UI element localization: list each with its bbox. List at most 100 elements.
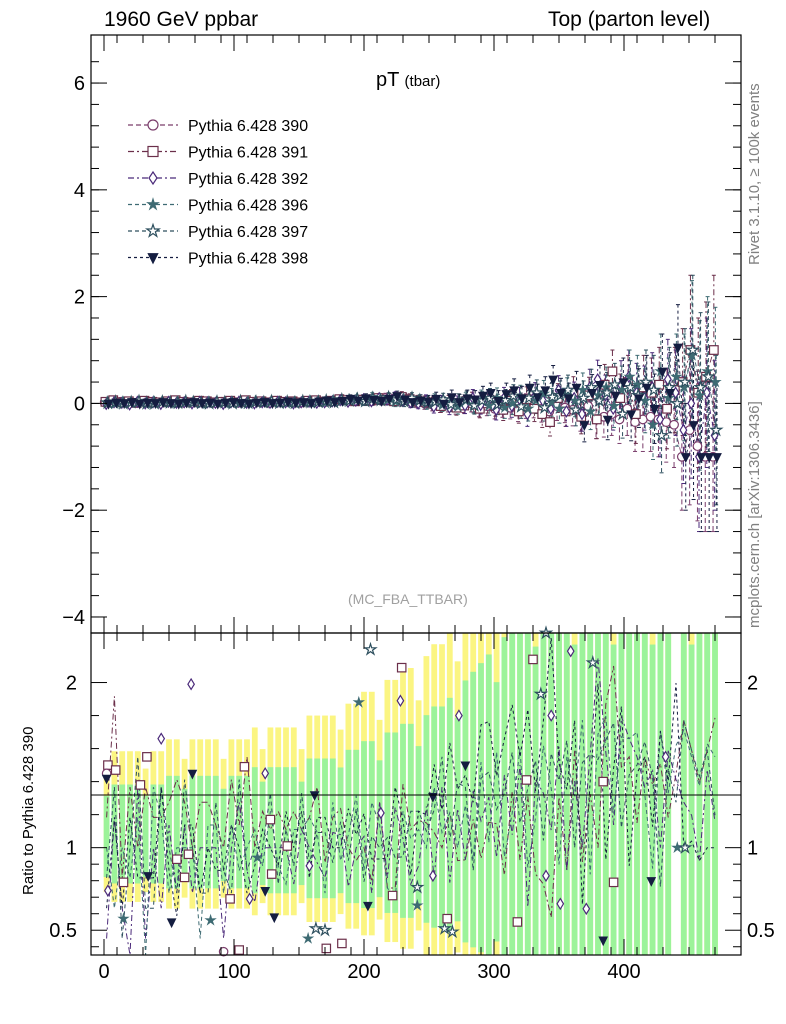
y-tick-label: −4: [62, 607, 85, 629]
ratio-point: [363, 901, 373, 912]
ratio-point: [396, 694, 405, 708]
legend-marker: [146, 197, 160, 211]
ratio-point: [598, 936, 609, 947]
ratio-band-inner: [431, 706, 438, 928]
ratio-band-inner: [634, 633, 640, 955]
ratio-band-inner: [657, 633, 664, 955]
data-point: [423, 397, 434, 408]
legend-marker: [147, 253, 159, 265]
ratio-point: [585, 654, 601, 669]
ratio-point: [266, 869, 277, 879]
y-tick-label: 4: [74, 180, 85, 202]
data-point: [710, 429, 719, 442]
ratio-band-inner: [602, 633, 609, 955]
legend-label: Pythia 6.428 392: [188, 171, 308, 188]
ratio-band-inner: [111, 784, 118, 884]
ratio-band-inner: [314, 758, 321, 899]
data-point: [119, 399, 130, 410]
ratio-band-inner: [595, 633, 601, 955]
ratio-point: [396, 662, 407, 673]
data-point: [618, 378, 629, 389]
ratio-band-inner: [423, 715, 430, 923]
x-tick-label: 300: [477, 961, 510, 983]
ratio-band-inner: [493, 682, 500, 942]
data-point: [548, 375, 559, 386]
ratio-band-inner: [173, 775, 180, 889]
data-point: [376, 397, 387, 407]
legend-label: Pythia 6.428 398: [188, 251, 308, 268]
data-point: [693, 388, 707, 401]
ratio-point: [187, 769, 198, 780]
data-point: [306, 399, 317, 410]
data-point: [524, 383, 535, 394]
ratio-line-5: [106, 638, 715, 916]
data-point: [708, 345, 719, 355]
data-point: [646, 382, 662, 397]
ratio-point: [428, 869, 437, 883]
data-point: [563, 394, 574, 405]
ratio-band-inner: [501, 637, 508, 955]
ratio-point: [582, 902, 591, 916]
ratio-band-inner: [166, 775, 172, 889]
data-point: [275, 398, 286, 409]
data-point: [314, 397, 325, 408]
data-point: [322, 396, 332, 407]
ratio-point: [301, 931, 315, 944]
data-point: [669, 419, 679, 430]
data-point: [623, 379, 638, 394]
data-point: [634, 394, 644, 405]
chart-title: pT (tbar): [376, 69, 440, 91]
data-point: [290, 398, 301, 409]
ratio-band-inner: [306, 758, 313, 899]
data-point: [158, 398, 169, 409]
data-point: [696, 453, 707, 463]
ratio-tick-label-left: 2: [66, 673, 77, 695]
ratio-point: [305, 859, 314, 873]
ratio-band-inner: [688, 644, 695, 955]
y-tick-label: 2: [74, 287, 85, 309]
ratio-band-inner: [259, 781, 266, 886]
x-tick-label: 0: [98, 961, 109, 983]
ratio-band-inner: [361, 741, 367, 909]
ratio-point: [454, 709, 463, 722]
data-point: [181, 398, 192, 409]
ratio-point: [110, 765, 121, 775]
ratio-band-inner: [384, 732, 391, 913]
data-point: [236, 399, 247, 410]
ratio-line-4: [106, 720, 716, 939]
ratio-point: [646, 877, 657, 887]
ratio-band-inner: [236, 775, 243, 889]
ratio-series-lines: [106, 638, 716, 956]
data-point: [392, 392, 403, 403]
x-tick-label: 400: [607, 961, 640, 983]
ratio-point: [282, 841, 293, 851]
data-point: [228, 398, 239, 409]
data-point: [670, 369, 683, 383]
ratio-point: [218, 946, 229, 957]
data-point: [615, 406, 630, 421]
ratio-band-inner: [610, 644, 617, 955]
ratio-band-inner: [376, 760, 383, 898]
ratio-band-inner: [228, 775, 235, 889]
data-point: [166, 399, 176, 410]
ratio-band-inner: [641, 633, 648, 955]
ratio-point: [352, 695, 366, 708]
ratio-point: [101, 774, 112, 785]
ratio-band-inner: [290, 767, 297, 894]
data-point: [493, 397, 504, 407]
data-point: [361, 394, 371, 405]
ratio-band-inner: [353, 749, 360, 904]
ratio-point: [661, 750, 670, 764]
ratio-band-inner: [158, 784, 165, 884]
data-point: [562, 404, 571, 418]
data-point: [415, 396, 426, 407]
ratio-band-inner: [244, 775, 250, 889]
ratio-band-inner: [205, 775, 211, 889]
ratio-point: [172, 854, 182, 865]
ratio-band-inner: [407, 723, 414, 918]
data-point: [657, 367, 668, 378]
data-point: [478, 391, 488, 402]
data-point: [482, 390, 498, 405]
data-point: [626, 410, 637, 421]
data-point: [283, 397, 293, 408]
